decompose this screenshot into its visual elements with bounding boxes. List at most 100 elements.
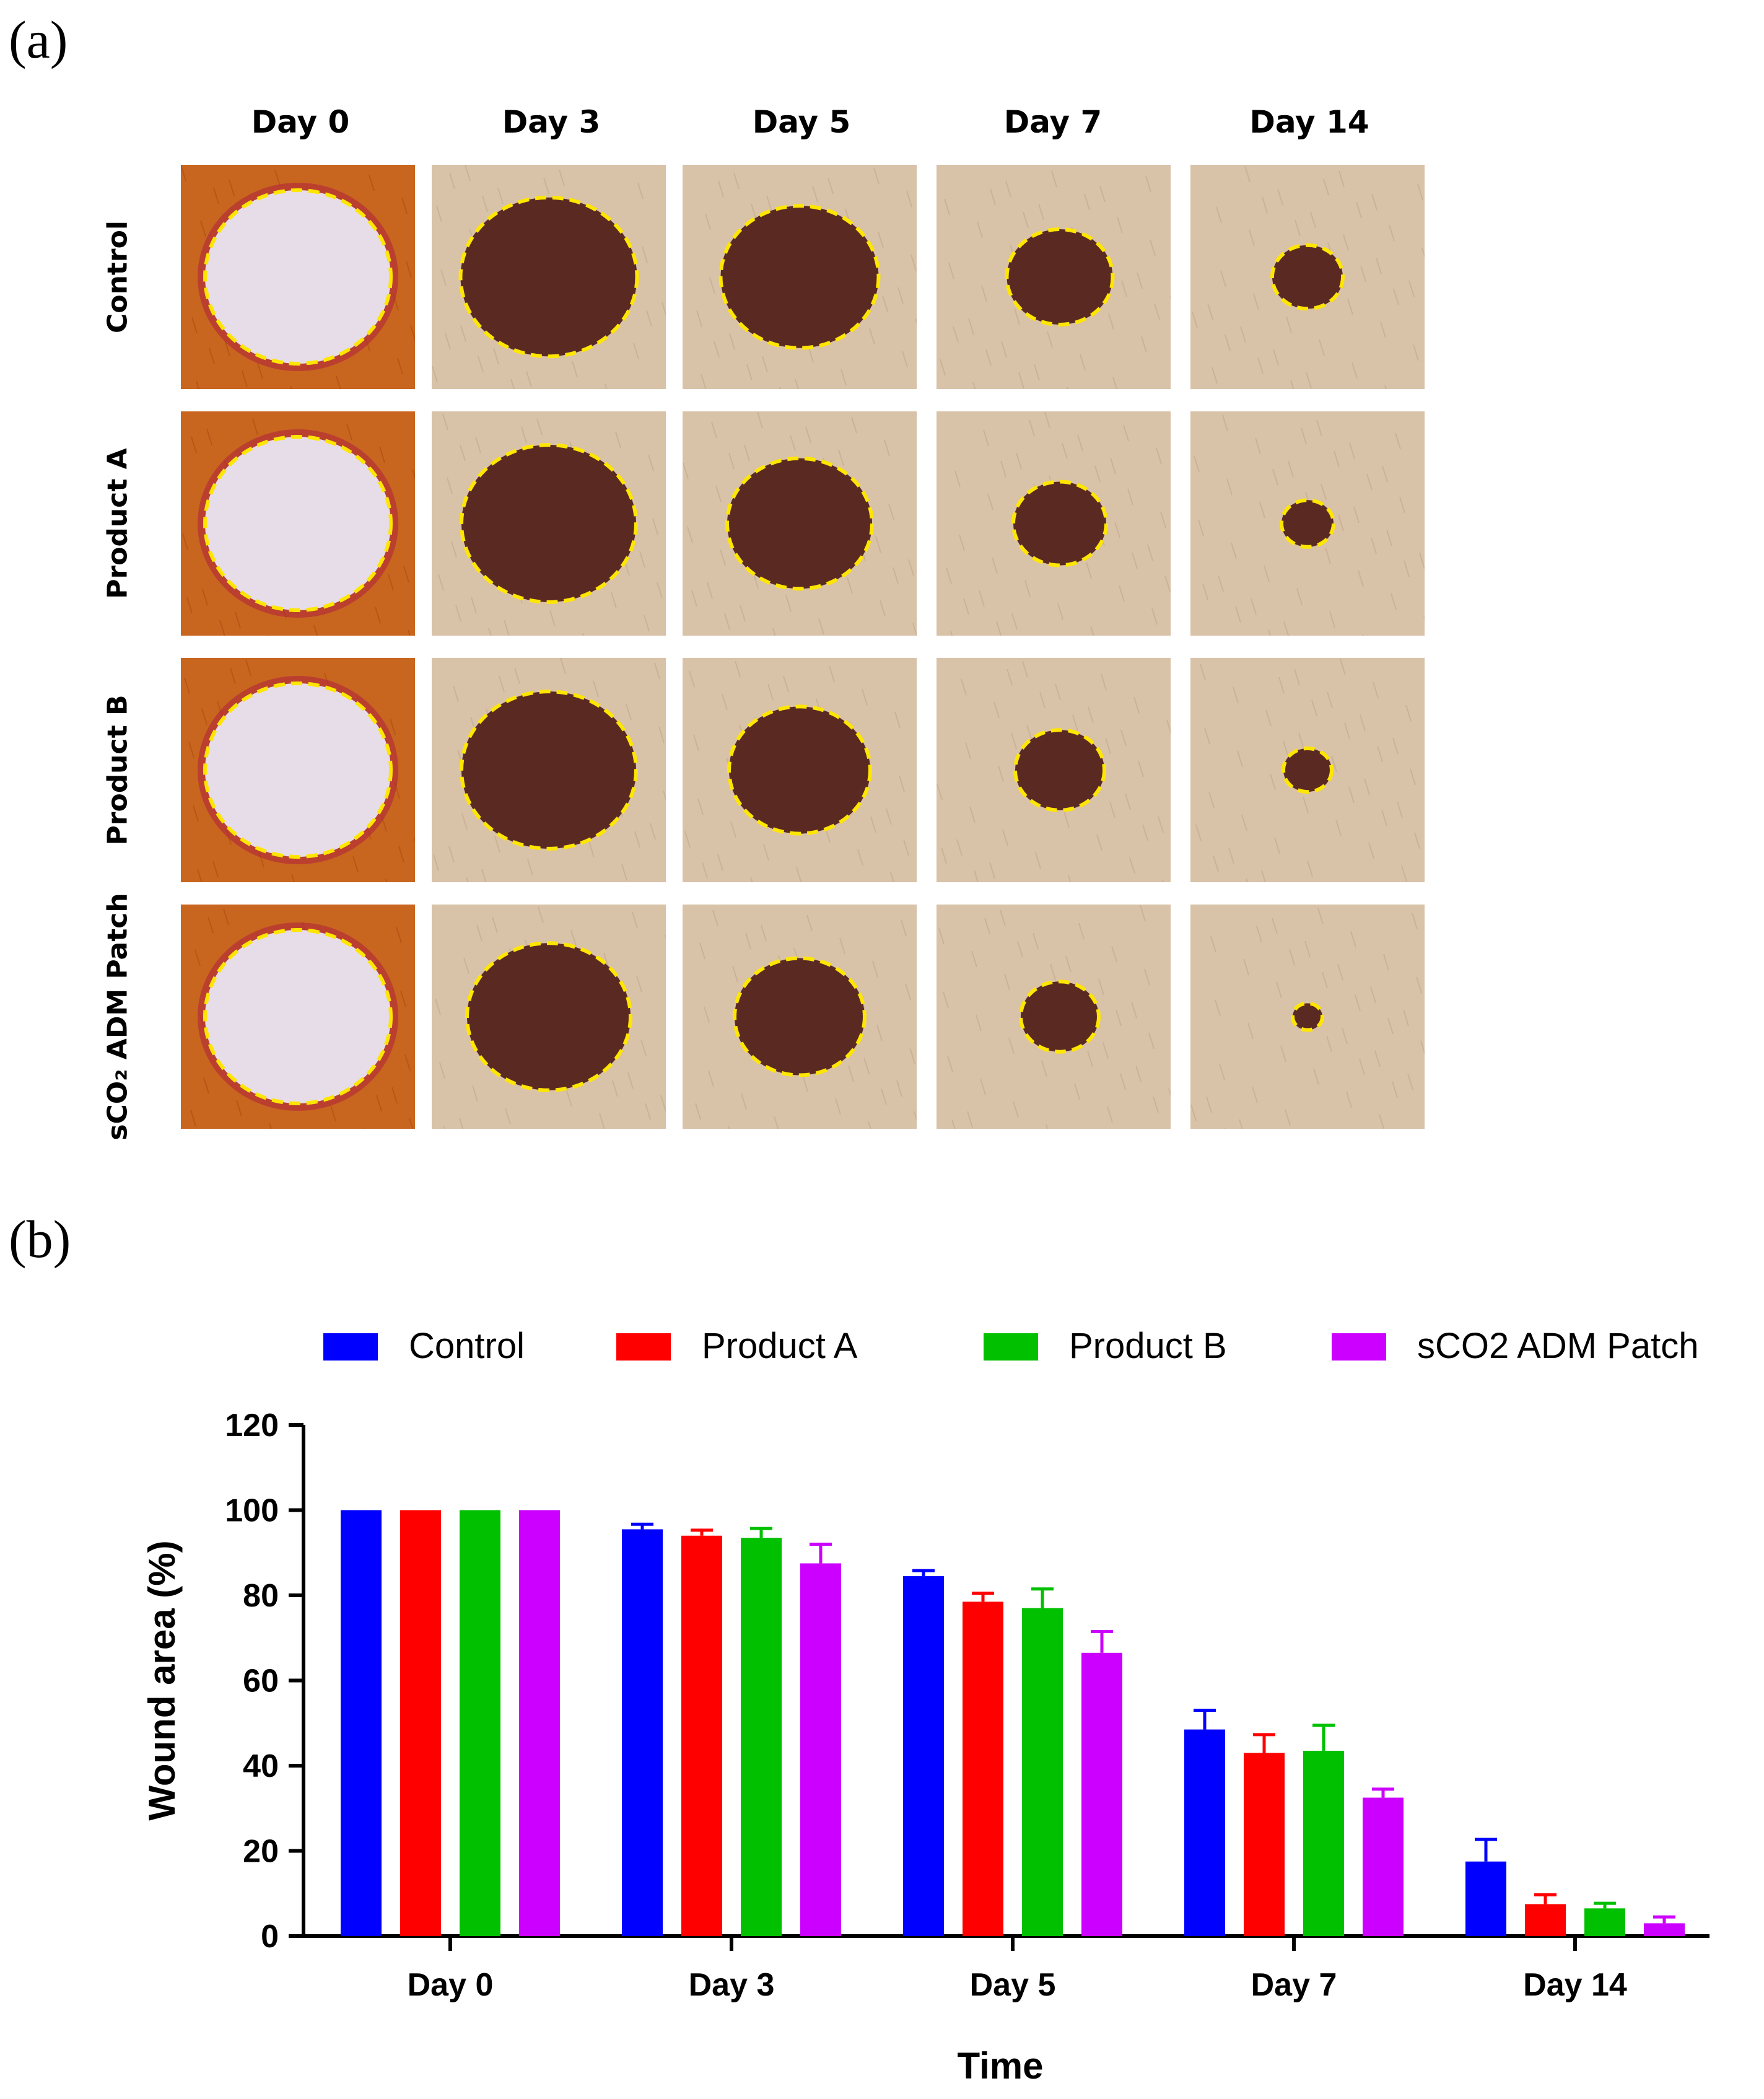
legend-swatch-4 [1332, 1333, 1386, 1361]
wound-bed [1021, 981, 1099, 1052]
bar-3-4 [1303, 1750, 1344, 1936]
wound-photo-r4-c4 [937, 905, 1171, 1129]
wound-bed [1293, 1003, 1322, 1030]
wound-bed [727, 458, 872, 589]
legend-swatch-2 [616, 1333, 671, 1361]
wound-bed [1282, 500, 1334, 547]
wound-photo-r3-c2 [432, 658, 666, 882]
legend-swatch-1 [323, 1333, 378, 1361]
wound-photo-r1-c4 [937, 165, 1171, 389]
bar-3-2 [741, 1538, 782, 1936]
wound-outline [1013, 728, 1106, 812]
bar-4-1 [519, 1510, 560, 1936]
legend-label-2: Product A [702, 1326, 858, 1366]
wound-outline [1019, 979, 1101, 1054]
row-header-control: Control [102, 221, 134, 333]
bar-1-3 [903, 1576, 944, 1936]
wound-photo-r2-c4 [937, 411, 1171, 636]
y-tick-label-20: 20 [243, 1834, 279, 1870]
wound-outline [203, 435, 393, 612]
bar-1-4 [1184, 1729, 1225, 1936]
bar-4-3 [1081, 1652, 1122, 1936]
column-header-day-3: Day 3 [502, 104, 601, 140]
chart-legend: Control Product A Product B sCO2 ADM Patch [323, 1326, 1698, 1366]
wound-bed [1272, 245, 1343, 309]
wound-outline [727, 704, 872, 836]
bar-2-5 [1525, 1904, 1566, 1936]
wound-photo-r3-c4 [937, 658, 1171, 882]
wound-bed [1283, 748, 1332, 792]
wound-bed [460, 197, 637, 357]
wound-outline [1280, 498, 1335, 549]
wound-outline [458, 195, 639, 359]
bar-4-5 [1644, 1923, 1685, 1936]
wound-outline [460, 443, 638, 604]
wound-bed [467, 943, 631, 1090]
wound-outline [1270, 243, 1345, 311]
wound-bed [461, 691, 636, 849]
wound-photo-r4-c5 [1190, 905, 1425, 1129]
wound-outline [1005, 227, 1115, 326]
bar-2-3 [963, 1602, 1003, 1936]
x-tick-label-3: Day 5 [970, 1967, 1056, 2003]
wound-bed [1006, 229, 1113, 325]
legend-label-4: sCO2 ADM Patch [1417, 1326, 1698, 1366]
wound-photo-r2-c3 [683, 411, 917, 636]
bar-3-1 [460, 1510, 500, 1936]
wound-outline [725, 456, 874, 591]
wound-bed [461, 445, 636, 602]
wound-photo-r4-c3 [683, 905, 917, 1129]
column-header-day-5: Day 5 [752, 104, 851, 140]
wound-outline [203, 681, 393, 859]
wound-photo-r1-c5 [1190, 165, 1425, 389]
bar-1-5 [1465, 1861, 1506, 1936]
panel-b-label: (b) [9, 1209, 71, 1269]
y-axis-label: Wound area (%) [141, 1540, 183, 1820]
legend-label-3: Product B [1069, 1326, 1227, 1366]
wound-outline [1011, 480, 1108, 567]
wound-outline [465, 941, 632, 1092]
wound-outline [203, 928, 393, 1105]
y-tick-label-120: 120 [225, 1408, 279, 1444]
x-tick-label-1: Day 0 [408, 1967, 494, 2003]
column-header-day-7: Day 7 [1003, 104, 1102, 140]
column-header-day-0: Day 0 [251, 104, 350, 140]
row-header-product-b: Product B [102, 695, 134, 846]
legend-swatch-3 [984, 1333, 1038, 1361]
wound-bed [205, 930, 391, 1103]
bar-3-3 [1022, 1608, 1063, 1936]
wound-photo-r1-c1 [181, 165, 415, 389]
x-tick-label-4: Day 7 [1251, 1967, 1337, 2003]
wound-bed [729, 706, 870, 834]
wound-bed [205, 683, 391, 857]
wound-photo-r4-c1 [181, 905, 415, 1129]
wound-photo-r2-c5 [1190, 411, 1425, 636]
wound-bed [205, 190, 391, 364]
panel-a-label: (a) [9, 10, 68, 69]
row-header-sco2-adm-patch: sCO₂ ADM Patch [102, 893, 134, 1141]
bar-1-2 [622, 1529, 663, 1936]
y-tick-label-0: 0 [261, 1919, 279, 1955]
bar-1-1 [341, 1510, 382, 1936]
y-tick-label-60: 60 [243, 1663, 279, 1699]
wound-outline [203, 188, 393, 366]
wound-photo-r2-c1 [181, 411, 415, 636]
legend-label-1: Control [409, 1326, 525, 1366]
wound-photo-r3-c5 [1190, 658, 1425, 882]
wound-bed [1013, 481, 1106, 566]
bar-2-2 [681, 1535, 722, 1936]
bar-2-4 [1244, 1753, 1285, 1936]
wound-outline [718, 204, 881, 350]
wound-photo-r2-c2 [432, 411, 666, 636]
column-header-day-14: Day 14 [1249, 104, 1369, 140]
row-header-product-a: Product A [102, 448, 134, 599]
bar-4-4 [1363, 1797, 1404, 1936]
y-tick-label-80: 80 [243, 1578, 279, 1614]
bar-2-1 [400, 1510, 441, 1936]
chart-bars [341, 1510, 1685, 1936]
wound-bed [735, 958, 865, 1076]
x-axis-label: Time [958, 2045, 1044, 2087]
wound-photo-r3-c1 [181, 658, 415, 882]
wound-photo-r1-c3 [683, 165, 917, 389]
y-tick-label-40: 40 [243, 1748, 279, 1784]
